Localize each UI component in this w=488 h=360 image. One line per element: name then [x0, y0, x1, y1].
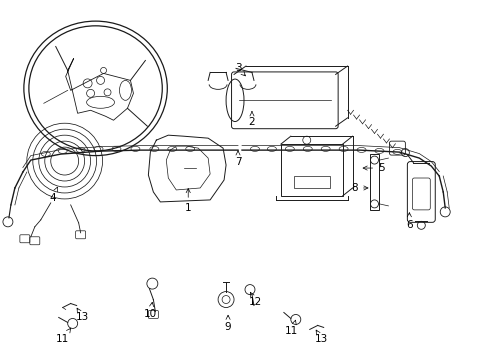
Text: 4: 4: [49, 187, 58, 203]
Text: 9: 9: [224, 315, 231, 332]
Text: 6: 6: [405, 213, 412, 230]
Text: 7: 7: [234, 151, 241, 167]
Text: 2: 2: [248, 112, 255, 127]
Text: 11: 11: [56, 328, 70, 345]
Bar: [293, 176, 329, 188]
Text: 1: 1: [184, 189, 191, 213]
Text: 10: 10: [143, 302, 157, 319]
Bar: [280, 144, 342, 196]
Text: 12: 12: [248, 292, 261, 306]
Text: 11: 11: [285, 320, 298, 336]
Text: 3: 3: [234, 63, 245, 76]
Text: 13: 13: [76, 308, 89, 323]
Text: 13: 13: [314, 330, 327, 345]
Bar: [369, 154, 379, 210]
Text: 5: 5: [363, 163, 384, 173]
Text: 8: 8: [350, 183, 367, 193]
